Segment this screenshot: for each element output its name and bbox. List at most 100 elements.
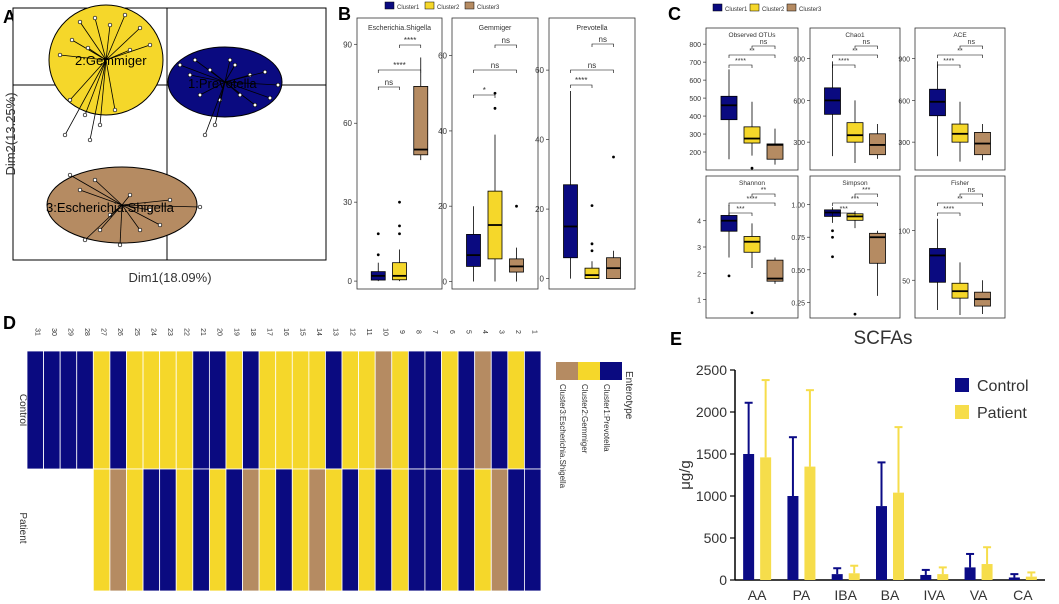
b3-sig-bracket — [570, 69, 614, 73]
c5-tick-label: 1.00 — [791, 203, 805, 210]
b1-sig-label: ns — [385, 78, 393, 87]
pca-point — [237, 92, 243, 98]
heatmap-col-label: 19 — [232, 328, 239, 336]
bar-ytick-label: 0 — [719, 572, 727, 588]
c4-outlier — [727, 274, 731, 278]
c4-box — [720, 215, 738, 232]
pca-point — [77, 187, 83, 193]
pca-spoke — [189, 74, 226, 83]
heatmap-col-label: 28 — [83, 328, 90, 336]
legend-b-label-1: Cluster1 — [397, 5, 420, 11]
pca-spoke — [94, 17, 107, 61]
c3-sig-bracket — [959, 45, 983, 49]
pca-spoke — [89, 59, 107, 141]
bar-legend: Control Patient — [955, 378, 1029, 422]
c6-sig-label: **** — [943, 206, 954, 213]
pca-point — [122, 12, 128, 18]
pca-spoke — [224, 81, 271, 99]
legend-c-label-1: Cluster1 — [725, 7, 748, 13]
c6-sig-bracket — [937, 202, 983, 206]
boxplot-c-2: Chao1 300 600 900 ****** ns — [793, 27, 901, 171]
heatmap-panel: Control Patient Enterotype Cluster1:Prev… — [17, 328, 634, 592]
panel-label-b: B — [338, 4, 351, 24]
c4-outlier — [750, 311, 754, 315]
c2-sig-label: **** — [838, 58, 849, 65]
c6-tick-label: 100 — [898, 229, 910, 236]
b1-frame — [356, 17, 443, 290]
heatmap-cell-control — [391, 350, 409, 470]
b1-box — [413, 86, 429, 156]
pca-point — [177, 62, 183, 68]
legend-b-label-2: Cluster2 — [437, 5, 460, 11]
c1-tick-label: 700 — [689, 60, 701, 67]
heatmap-cell-control — [507, 350, 525, 470]
b3-sig-label: ns — [588, 61, 596, 70]
heatmap-cell-control — [524, 350, 542, 470]
heatmap-cell-patient — [109, 468, 127, 592]
bar-title: SCFAs — [853, 328, 912, 349]
b3-box — [584, 267, 600, 279]
c4-sig-bracket — [728, 212, 753, 216]
pca-panel: 2:Gemmiger 1:Prevotella 3:Escherichia.Sh… — [3, 4, 327, 285]
b2-tick-label: 60 — [438, 52, 447, 61]
c6-sig-bracket — [937, 212, 961, 216]
c2-sig-bracket — [832, 64, 856, 68]
b2-outlier — [493, 91, 497, 95]
c4-title: Shannon — [739, 180, 765, 187]
heatmap-col-label: 10 — [381, 328, 388, 336]
c1-sig-label: **** — [735, 58, 746, 65]
bar-legend-swatch-control — [955, 378, 969, 392]
heatmap-cell-control — [341, 350, 360, 470]
heatmap-cell-control — [76, 350, 94, 470]
legend-b-label-3: Cluster3 — [477, 5, 500, 11]
b1-tick-label: 60 — [343, 119, 352, 128]
legend-c-swatch-1 — [712, 3, 723, 12]
b3-sig-label: **** — [575, 76, 587, 85]
bar-category-label: IVA — [924, 587, 946, 603]
heatmap-cell-control — [490, 350, 509, 470]
pca-point — [67, 97, 73, 103]
bar-ylabel: μg/g — [677, 460, 694, 490]
pca-point — [97, 122, 103, 128]
c6-tick-label: 50 — [902, 278, 910, 285]
heatmap-col-label: 7 — [431, 330, 438, 334]
heatmap-col-label: 14 — [315, 328, 322, 336]
heatmap-col-label: 26 — [116, 328, 123, 336]
b1-sig-label: **** — [404, 36, 416, 45]
heatmap-col-label: 6 — [448, 330, 455, 334]
pca-spoke — [79, 189, 123, 206]
c4-sig-label: *** — [736, 206, 744, 213]
c5-outlier — [831, 229, 834, 233]
legend-b-swatch-1 — [384, 1, 395, 10]
bar-control — [920, 574, 932, 580]
panel-label-e: E — [670, 329, 682, 349]
pca-spoke — [224, 81, 279, 86]
pca-point — [197, 204, 203, 210]
c2-tick-label: 900 — [793, 57, 805, 64]
b2-tick-label: 20 — [438, 202, 447, 211]
pca-point — [147, 207, 153, 213]
legend-c-label-3: Cluster3 — [799, 7, 822, 13]
pca-spoke — [199, 81, 226, 96]
b1-sig-bracket — [377, 86, 400, 90]
heatmap-cell-control — [242, 350, 260, 470]
legend-d-swatch-1 — [600, 362, 622, 380]
c4-tick-label: 2 — [697, 271, 701, 278]
heatmap-cell-patient — [225, 468, 243, 592]
bar-patient — [981, 564, 993, 580]
b3-sig-label: ns — [599, 35, 607, 44]
b2-sig-bracket — [494, 44, 517, 48]
heatmap-cell-control — [258, 350, 277, 470]
pca-spoke — [99, 59, 107, 126]
heatmap-cell-control — [441, 350, 459, 470]
pca-xlabel: Dim1(18.09%) — [128, 270, 211, 285]
heatmap-cell-patient — [159, 468, 177, 592]
bar-category-label: PA — [793, 587, 811, 603]
b1-sig-label: **** — [393, 61, 405, 70]
c2-tick-label: 600 — [793, 98, 805, 105]
b1-outlier — [398, 200, 401, 204]
c6-sig-label: ns — [968, 187, 976, 194]
